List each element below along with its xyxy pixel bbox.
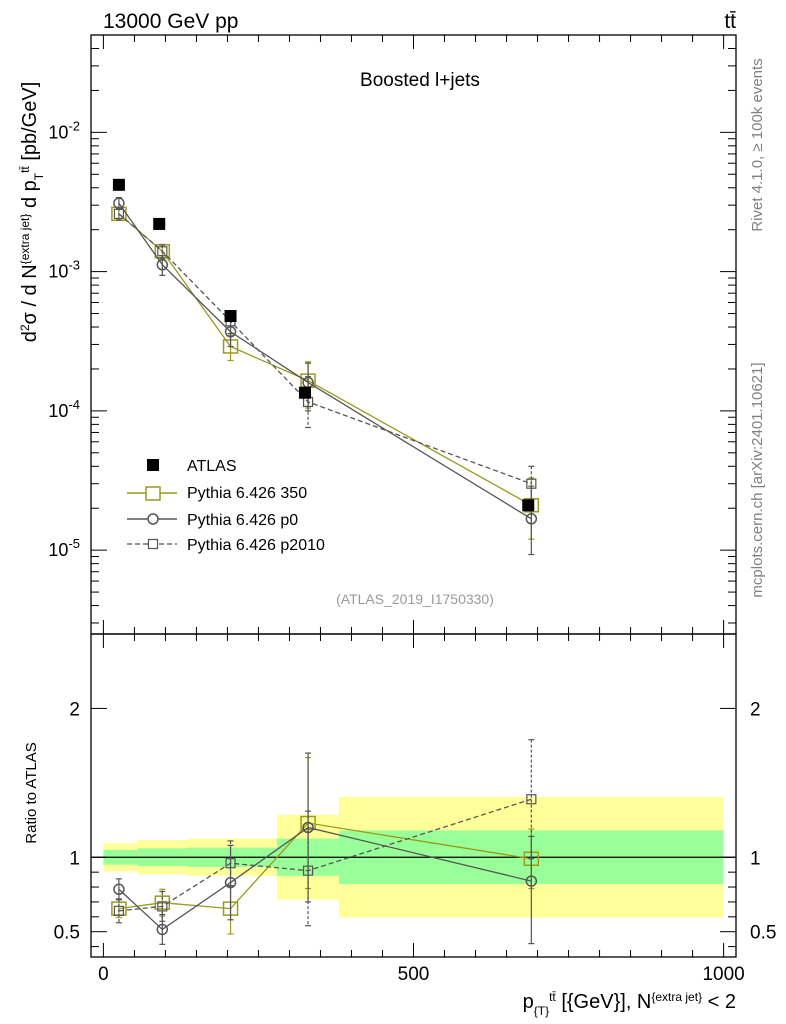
ratio-x-tick-label: 1000 <box>702 964 744 985</box>
main-y-tick-label: 10-5 <box>48 536 80 560</box>
main-y-axis-label: d2σ / d N{extra jet} d pTtt̄ [pb/GeV] <box>18 82 46 343</box>
ratio-y-tick-label: 2 <box>69 699 80 720</box>
main-y-tick-label: 10-2 <box>48 118 80 142</box>
legend-label-atlas: ATLAS <box>187 458 237 475</box>
main-point-atlas <box>112 178 125 191</box>
ratio-y-tick-label: 0.5 <box>54 923 80 944</box>
main-point-atlas <box>298 386 311 399</box>
main-point-atlas <box>522 499 535 512</box>
main-y-tick-label: 10-3 <box>48 258 80 282</box>
ratio-y-tick-label: 1 <box>69 848 80 869</box>
ratio-point-pythia-6-426-p0 <box>525 875 538 887</box>
legend-entry-pythia-p2010: Pythia 6.426 p2010 <box>127 537 325 554</box>
ratio-point-pythia-6-426-p2010 <box>157 901 168 912</box>
legend-label-pythia-p0: Pythia 6.426 p0 <box>187 512 298 529</box>
main-point-pythia-6-426-p2010 <box>157 246 168 257</box>
legend-marker-pythia-350 <box>145 486 161 501</box>
legend-label-pythia-350: Pythia 6.426 350 <box>187 485 307 502</box>
legend-marker-pythia-p0 <box>147 513 159 525</box>
ratio-x-tick-label: 0 <box>98 964 109 985</box>
main-data-marks <box>111 178 540 556</box>
legend-label-pythia-p2010: Pythia 6.426 p2010 <box>187 537 325 554</box>
ratio-y-tick-label-right: 1 <box>750 848 761 869</box>
ratio-plot-panel: 0.5 0.5 1 1 2 2 0 500 1000 Ratio to ATLAS <box>23 633 776 985</box>
ratio-point-pythia-6-426-p2010 <box>113 905 125 916</box>
ratio-y-tick-label-right: 2 <box>750 699 761 720</box>
main-title: Boosted l+jets <box>360 70 480 91</box>
ratio-x-tick-label: 500 <box>398 964 430 985</box>
header-right: tt̄ <box>724 10 736 33</box>
ratio-point-pythia-6-426-p2010 <box>302 865 314 876</box>
legend-marker-pythia-p2010 <box>147 538 159 550</box>
legend-entry-pythia-350: Pythia 6.426 350 <box>127 485 307 502</box>
ratio-y-axis-label: Ratio to ATLAS <box>23 742 40 843</box>
legend-entry-atlas: ATLAS <box>147 458 237 475</box>
main-line-pythia-6-426-350 <box>118 213 532 506</box>
ratio-data-marks <box>111 739 540 945</box>
main-point-pythia-6-426-p2010 <box>113 208 125 219</box>
legend-marker-atlas <box>147 459 159 471</box>
legend-entry-pythia-p0: Pythia 6.426 p0 <box>127 512 298 529</box>
ratio-point-pythia-6-426-p2010 <box>526 794 537 805</box>
mcplots-label: mcplots.cern.ch [arXiv:2401.10621] <box>749 362 766 597</box>
main-plot-panel: 10-2 10-3 10-4 10-5 Boosted l+jets (ATLAS_2… <box>18 34 737 635</box>
main-line-pythia-6-426-p2010 <box>118 213 532 485</box>
main-watermark: (ATLAS_2019_I1750330) <box>336 591 494 607</box>
main-point-pythia-6-426-p0 <box>525 513 538 525</box>
main-point-atlas <box>153 217 166 230</box>
main-y-tick-label: 10-4 <box>48 397 80 421</box>
main-point-atlas <box>224 310 237 323</box>
main-point-pythia-6-426-p2010 <box>526 478 537 489</box>
ratio-point-pythia-6-426-p0 <box>156 923 169 936</box>
legend: ATLAS Pythia 6.426 350 Pythia 6.426 p0 P… <box>127 458 325 554</box>
x-axis-label: p{T}tt̄ [{GeV}], N{extra jet} < 2 <box>523 990 736 1018</box>
ratio-axes: 0.5 0.5 1 1 2 2 0 500 1000 <box>54 633 776 985</box>
ratio-point-pythia-6-426-p2010 <box>225 858 236 869</box>
rivet-label: Rivet 4.1.0, ≥ 100k events <box>749 58 766 231</box>
main-point-pythia-6-426-p0 <box>156 259 169 271</box>
header-left: 13000 GeV pp <box>103 10 238 33</box>
ratio-point-pythia-6-426-p0 <box>113 883 125 896</box>
ratio-uncertainty-bands <box>91 796 736 918</box>
ratio-y-tick-label-right: 0.5 <box>750 923 776 944</box>
main-axes: 10-2 10-3 10-4 10-5 <box>48 34 737 635</box>
